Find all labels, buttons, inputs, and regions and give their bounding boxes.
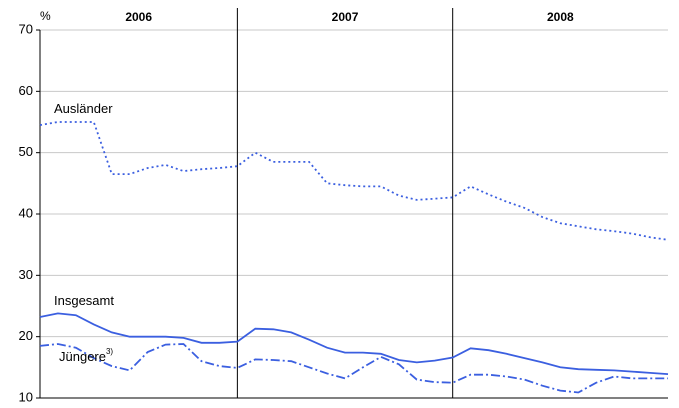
series-line [39,343,668,394]
year-label: 2008 [547,10,574,24]
series-name: Ausländer [54,101,113,116]
y-tick-label: 50 [19,144,33,159]
series-label: Insgesamt [54,293,114,308]
year-label: 2007 [332,10,359,24]
year-label: 2006 [125,10,152,24]
footnote-marker: 3) [106,347,113,356]
y-tick-label: 20 [19,328,33,343]
series-line [39,121,669,241]
series-name: Jüngere [59,349,106,364]
series-label: Ausländer [54,101,113,116]
series-name: Insgesamt [54,293,114,308]
y-tick-label: 30 [19,267,33,282]
y-tick-label: 70 [19,21,33,36]
series-label: Jüngere3) [59,347,113,364]
y-tick-label: 40 [19,205,33,220]
y-tick-label: 10 [19,389,33,404]
y-unit: % [40,9,51,23]
y-tick-label: 60 [19,83,33,98]
series-line [39,312,669,375]
